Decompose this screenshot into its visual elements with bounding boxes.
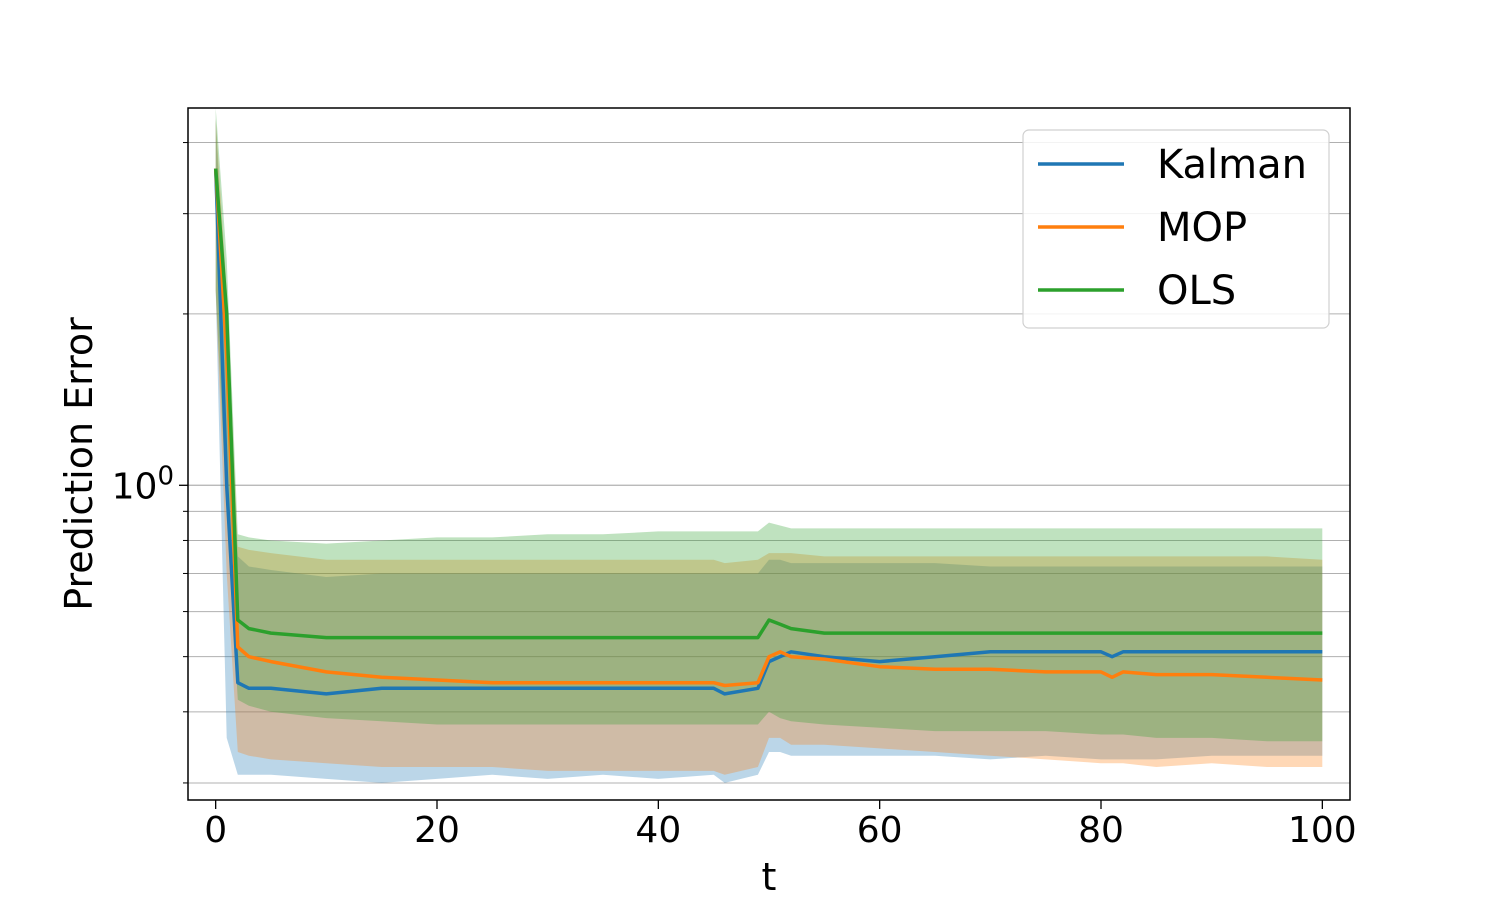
- x-axis-ticks: 0 20 40 60 80 100: [204, 800, 1357, 851]
- x-tick-label: 40: [635, 810, 681, 851]
- confidence-bands: [215, 108, 1323, 783]
- kalman-band: [215, 119, 1323, 783]
- y-axis-ticks: 100: [112, 142, 188, 784]
- legend: Kalman MOP OLS: [1022, 129, 1330, 329]
- x-tick-label: 0: [204, 810, 227, 851]
- x-axis-label: t: [762, 855, 777, 899]
- x-tick-label: 100: [1288, 810, 1357, 851]
- legend-label-kalman: Kalman: [1157, 142, 1307, 188]
- legend-label-ols: OLS: [1157, 268, 1236, 314]
- mop-band: [215, 119, 1323, 775]
- ols-line: [213, 168, 1323, 640]
- y-axis-label: Prediction Error: [57, 317, 101, 611]
- legend-box: [1022, 129, 1330, 329]
- kalman-line: [213, 168, 1323, 696]
- plot-frame: [187, 107, 1351, 801]
- mop-line: [213, 168, 1323, 688]
- legend-label-mop: MOP: [1157, 205, 1247, 251]
- x-tick-label: 80: [1078, 810, 1124, 851]
- series-lines: [213, 168, 1323, 696]
- y-tick-label: 100: [112, 461, 174, 507]
- x-tick-label: 20: [414, 810, 460, 851]
- x-tick-label: 60: [857, 810, 903, 851]
- ols-band: [215, 108, 1323, 742]
